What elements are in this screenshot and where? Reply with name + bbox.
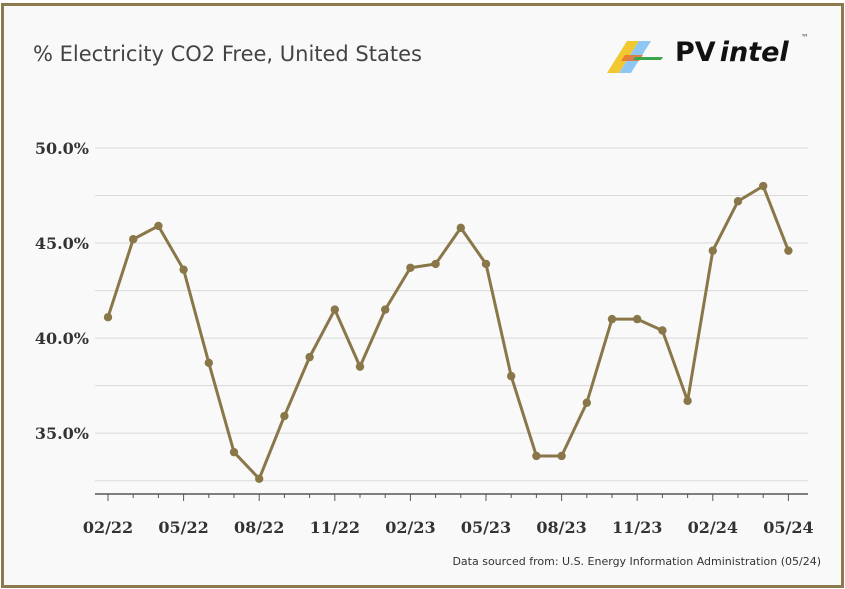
data-point: [784, 246, 793, 255]
data-point: [305, 352, 314, 362]
data-point: [179, 265, 188, 274]
logo-intel: intel: [719, 37, 789, 68]
data-point: [658, 326, 667, 335]
data-point: [381, 305, 390, 314]
x-tick-label: 08/23: [536, 518, 586, 537]
x-tick-label: 08/22: [234, 518, 284, 537]
chart-frame: [1, 3, 844, 588]
data-point: [532, 451, 541, 461]
pv-intel-logo-icon: [607, 41, 663, 73]
data-point: [229, 447, 239, 457]
data-point: [582, 398, 591, 407]
x-tick-label: 05/23: [461, 518, 511, 537]
x-tick-label: 02/23: [385, 518, 435, 537]
x-tick-label: 11/22: [310, 518, 360, 537]
data-point: [633, 314, 642, 324]
x-tick-label: 05/24: [763, 518, 813, 537]
data-point: [431, 259, 440, 269]
data-point: [406, 263, 415, 272]
data-point: [103, 312, 113, 322]
y-axis-tick-labels: 50.0% 45.0% 40.0% 35.0%: [35, 139, 89, 443]
data-series: [103, 181, 793, 483]
x-axis-tick-labels: 02/22 05/22 08/22 11/22 02/23 05/23 08/23 11/23…: [83, 518, 814, 537]
data-point: [330, 305, 339, 314]
y-tick-label: 40.0%: [35, 329, 89, 348]
data-point: [607, 314, 617, 324]
x-tick-label: 11/23: [612, 518, 662, 537]
logo-trademark: ™: [801, 33, 809, 42]
y-tick-label: 35.0%: [35, 424, 89, 443]
data-point: [280, 411, 289, 421]
x-tick-label: 02/22: [83, 518, 133, 537]
data-point: [557, 451, 566, 461]
data-point: [154, 221, 163, 231]
y-tick-label: 50.0%: [35, 139, 89, 158]
data-point: [355, 362, 365, 371]
x-tick-label: 05/22: [158, 518, 208, 537]
data-point: [683, 396, 692, 406]
data-point: [759, 181, 768, 191]
series-line: [106, 184, 790, 481]
chart-title: % Electricity CO2 Free, United States: [33, 42, 422, 66]
data-point: [129, 235, 138, 244]
data-point: [456, 223, 465, 233]
data-point: [481, 259, 491, 269]
pv-intel-logo: PV intel ™: [605, 33, 820, 81]
logo-pv: PV: [675, 37, 716, 68]
source-note: Data sourced from: U.S. Energy Informati…: [452, 555, 821, 568]
data-point: [204, 358, 213, 368]
data-point: [708, 246, 717, 255]
y-tick-label: 45.0%: [35, 234, 89, 253]
logo-wordmark: PV intel: [675, 37, 789, 68]
data-point: [733, 197, 743, 206]
data-point: [507, 371, 516, 381]
x-tick-label: 02/24: [688, 518, 738, 537]
data-point: [255, 474, 264, 483]
x-axis: [95, 493, 808, 501]
